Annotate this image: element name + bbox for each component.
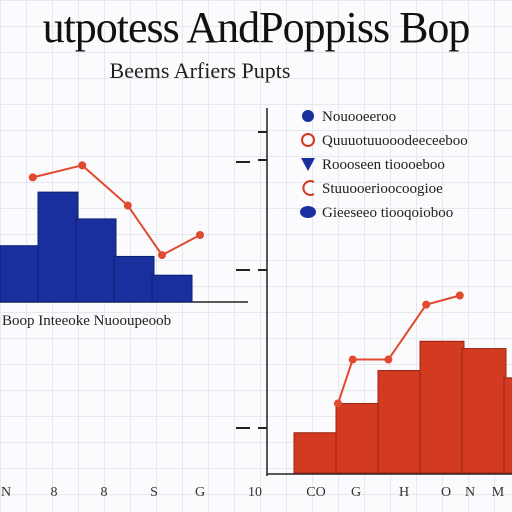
x-tick-label: H [399, 485, 409, 500]
left-bar [0, 245, 41, 303]
left-trend-point [28, 173, 37, 182]
legend-entry-label: Stuuooerioocoogioe [322, 181, 443, 197]
left-trend-point [158, 251, 166, 260]
legend-marker [302, 110, 314, 122]
x-tick-label: N [465, 485, 475, 500]
right-bar [503, 377, 512, 474]
legend-entry-label: Roooseen tioooeboo [322, 157, 445, 173]
left-trend-point [196, 231, 204, 239]
x-tick-label: O [441, 485, 451, 500]
x-tick-label: M [492, 485, 505, 500]
x-tick-label: 8 [101, 485, 108, 500]
right-trend-point [455, 291, 464, 300]
right-trend-point [422, 300, 431, 309]
right-trend-point [348, 355, 357, 364]
legend-marker [302, 180, 315, 196]
x-tick-label: G [195, 485, 205, 500]
left-bar [151, 274, 193, 303]
chart-title: utpotess AndPoppiss Bop [42, 3, 471, 52]
legend: Nouooeeroo Quuuotuuooodeeceeboo Roooseen t… [300, 109, 468, 221]
x-tick-label: CO [306, 485, 325, 500]
legend-entry-label: Gieeseeo tiooqoioboo [322, 205, 453, 221]
legend-marker [301, 158, 315, 171]
right-bar [419, 340, 465, 474]
legend-entry-label: Quuuotuuooodeeceeboo [322, 133, 468, 149]
bottom-tick-labels: N 8 8 S G 10 CO G H O N M [1, 485, 505, 500]
right-bar [461, 348, 507, 474]
legend-marker [300, 206, 316, 218]
chart-subtitle: Beems Arfiers Pupts [109, 58, 291, 83]
right-bar [335, 402, 381, 474]
right-bar [377, 370, 423, 474]
x-tick-label: 8 [51, 485, 58, 500]
legend-entry-label: Nouooeeroo [322, 109, 396, 125]
left-bar [75, 218, 117, 303]
right-bar-chart [236, 108, 512, 476]
left-trend-point [78, 161, 87, 170]
x-tick-label: S [150, 485, 158, 500]
left-bar [113, 255, 155, 303]
left-trend-point [123, 201, 132, 210]
left-bar-chart: Boop Inteeoke Nuooupeoob [0, 161, 248, 329]
right-trend-point [384, 355, 393, 364]
x-tick-label: 10 [248, 485, 262, 500]
right-trend-point [334, 399, 342, 408]
x-tick-label: N [1, 485, 11, 500]
left-bar [37, 191, 79, 303]
left-x-axis-label: Boop Inteeoke Nuooupeoob [2, 313, 171, 329]
legend-marker [301, 133, 315, 147]
x-tick-label: G [351, 485, 361, 500]
right-bar [293, 432, 339, 474]
